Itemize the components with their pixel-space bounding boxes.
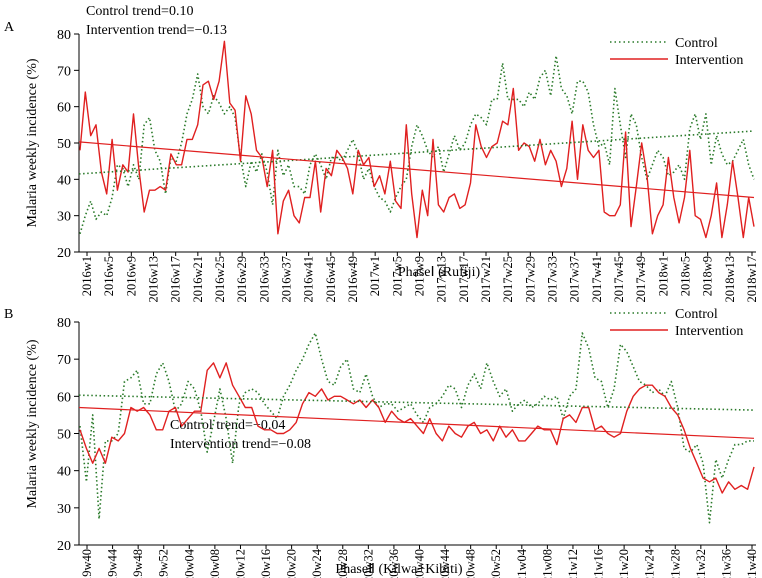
panel-a-x-tick-label: 2017w5 bbox=[390, 256, 404, 296]
panel-a-y-axis-title: Malaria weekly incidence (%) bbox=[25, 58, 40, 227]
panel-a-x-tick-label: 2017w25 bbox=[501, 256, 515, 303]
panel-b-x-tick-label: 2021w08 bbox=[540, 549, 554, 578]
panel-a-x-tick-label: 2017w29 bbox=[523, 256, 537, 303]
panel-b-x-tick-label: 2020w24 bbox=[310, 548, 324, 578]
panel-b-x-tick-label: 2020w44 bbox=[438, 548, 452, 578]
panel-a-x-tick-label: 2017w1 bbox=[368, 256, 382, 296]
panel-b-y-axis-title: Malaria weekly incidence (%) bbox=[25, 339, 40, 508]
panel-b-x-tick-label: 2019w40 bbox=[80, 549, 94, 578]
panel-a-x-tick-label: 2018w13 bbox=[723, 256, 737, 303]
panel-a-chart: A Control trend=0.10 Intervention trend=… bbox=[4, 4, 759, 303]
panel-b-y-tick-label: 60 bbox=[57, 390, 71, 405]
panel-b-x-tick-label: 2021w16 bbox=[592, 549, 606, 578]
panel-b-y-tick-label: 30 bbox=[57, 502, 71, 517]
panel-a-x-axis-title: PhaseⅠ (Rufiji) bbox=[398, 265, 481, 280]
panel-a-x-tick-label: 2017w33 bbox=[546, 256, 560, 303]
panel-a-y-tick-label: 60 bbox=[57, 101, 71, 116]
panel-a-x-tick-label: 2016w37 bbox=[280, 256, 294, 303]
panel-b-y-tick-label: 50 bbox=[57, 428, 71, 443]
panel-a-y-tick-label: 20 bbox=[57, 246, 71, 261]
panel-b-x-tick-label: 2020w12 bbox=[233, 549, 247, 578]
panel-b-legend-intervention-label: Intervention bbox=[675, 324, 743, 339]
panel-b-x-tick-label: 2020w28 bbox=[336, 549, 350, 578]
panel-b-y-tick-label: 80 bbox=[57, 316, 71, 331]
panel-a-y-tick-label: 40 bbox=[57, 173, 71, 188]
panel-b-x-tick-label: 2020w52 bbox=[489, 549, 503, 578]
panel-b-x-tick-label: 2020w40 bbox=[413, 549, 427, 578]
panel-b-chart: B Control trend=−0.04 Intervention trend… bbox=[4, 307, 759, 578]
panel-b-x-tick-label: 2019w52 bbox=[157, 549, 171, 578]
panel-a-y-tick-label: 80 bbox=[57, 28, 71, 43]
panel-b-letter: B bbox=[4, 307, 13, 322]
panel-a-control-trend-annotation: Control trend=0.10 bbox=[86, 4, 193, 19]
panel-b-intervention-trend-annotation: Intervention trend=−0.08 bbox=[170, 437, 311, 452]
panel-a-x-tick-label: 2016w1 bbox=[80, 256, 94, 296]
panel-b-x-tick-label: 2021w36 bbox=[719, 549, 733, 578]
panel-a-control-line bbox=[79, 54, 755, 235]
panel-a-x-tick-label: 2017w13 bbox=[435, 256, 449, 303]
panel-a-x-tick-label: 2018w17 bbox=[745, 256, 759, 303]
panel-b-x-tick-label: 2020w16 bbox=[259, 549, 273, 578]
panel-a-x-tick-label: 2016w5 bbox=[102, 256, 116, 296]
panel-a-x-tick-label: 2016w25 bbox=[213, 256, 227, 303]
panel-b-x-tick-label: 2020w48 bbox=[464, 549, 478, 578]
panel-a-x-tick-label: 2016w29 bbox=[235, 256, 249, 303]
panel-a-x-tick-label: 2018w1 bbox=[656, 256, 670, 296]
panel-b-x-tick-label: 2020w20 bbox=[285, 549, 299, 578]
panel-a-control-trend-line bbox=[78, 130, 755, 175]
panel-a-intervention-line bbox=[79, 40, 755, 239]
panel-b-intervention-line bbox=[79, 362, 755, 494]
panel-a-x-tick-label: 2016w17 bbox=[169, 256, 183, 303]
panel-a-y-tick-label: 30 bbox=[57, 210, 71, 225]
panel-a-x-tick-label: 2017w17 bbox=[457, 256, 471, 303]
panel-a-letter: A bbox=[4, 20, 15, 35]
panel-a-x-tick-label: 2016w49 bbox=[346, 256, 360, 303]
panel-b-x-tick-label: 2019w48 bbox=[131, 549, 145, 578]
panel-a-x-tick-label: 2017w45 bbox=[612, 256, 626, 303]
panel-b-x-tick-label: 2019w44 bbox=[106, 548, 120, 578]
panel-a-x-tick-label: 2016w45 bbox=[324, 256, 338, 303]
panel-a-x-tick-label: 2017w41 bbox=[590, 256, 604, 303]
panel-b-x-tick-label: 2021w20 bbox=[617, 549, 631, 578]
panel-b-x-tick-label: 2021w24 bbox=[643, 548, 657, 578]
panel-b-x-tick-label: 2021w12 bbox=[566, 549, 580, 578]
panel-a-x-tick-label: 2016w21 bbox=[191, 256, 205, 303]
panel-b-x-tick-label: 2021w28 bbox=[668, 549, 682, 578]
panel-a-x-tick-label: 2017w21 bbox=[479, 256, 493, 303]
panel-a-x-tick-label: 2016w9 bbox=[124, 256, 138, 296]
panel-a-x-tick-label: 2017w49 bbox=[634, 256, 648, 303]
panel-a-intervention-trend-annotation: Intervention trend=−0.13 bbox=[86, 23, 227, 38]
panel-a-x-tick-label: 2017w37 bbox=[568, 256, 582, 303]
panel-a-x-tick-label: 2017w9 bbox=[413, 256, 427, 296]
panel-b-y-tick-label: 20 bbox=[57, 539, 71, 554]
panel-b-legend-control-label: Control bbox=[675, 307, 718, 322]
panel-b-x-tick-label: 2021w04 bbox=[515, 548, 529, 578]
panel-a-y-tick-label: 70 bbox=[57, 64, 71, 79]
panel-b-x-tick-label: 2021w32 bbox=[694, 549, 708, 578]
panel-b-y-tick-label: 70 bbox=[57, 353, 71, 368]
panel-a-legend: Control Intervention bbox=[610, 36, 743, 68]
panel-a-x-tick-label: 2018w5 bbox=[679, 256, 693, 296]
panel-b-x-tick-label: 2020w36 bbox=[387, 549, 401, 578]
panel-b-x-tick-label: 2021w40 bbox=[745, 549, 759, 578]
panel-a-legend-control-label: Control bbox=[675, 36, 718, 51]
panel-b-x-tick-label: 2020w08 bbox=[208, 549, 222, 578]
panel-b-legend: Control Intervention bbox=[610, 307, 743, 339]
panel-b-x-axis-title: PhaseⅡ (Kilwa+Kibiti) bbox=[335, 562, 462, 577]
panel-b-intervention-trend-line bbox=[78, 406, 755, 439]
panel-b-control-trend-line bbox=[78, 394, 755, 411]
panel-b-y-tick-label: 40 bbox=[57, 465, 71, 480]
panel-b-x-tick-label: 2020w04 bbox=[182, 548, 196, 578]
panel-a-x-tick-label: 2016w13 bbox=[147, 256, 161, 303]
panel-a-x-tick-label: 2018w9 bbox=[701, 256, 715, 296]
panel-a-x-tick-label: 2016w41 bbox=[302, 256, 316, 303]
panel-a-legend-intervention-label: Intervention bbox=[675, 53, 743, 68]
panel-a-intervention-trend-line bbox=[78, 141, 755, 199]
panel-a-y-tick-label: 50 bbox=[57, 137, 71, 152]
panel-b-x-tick-label: 2020w32 bbox=[361, 549, 375, 578]
panel-a-x-tick-label: 2016w33 bbox=[257, 256, 271, 303]
